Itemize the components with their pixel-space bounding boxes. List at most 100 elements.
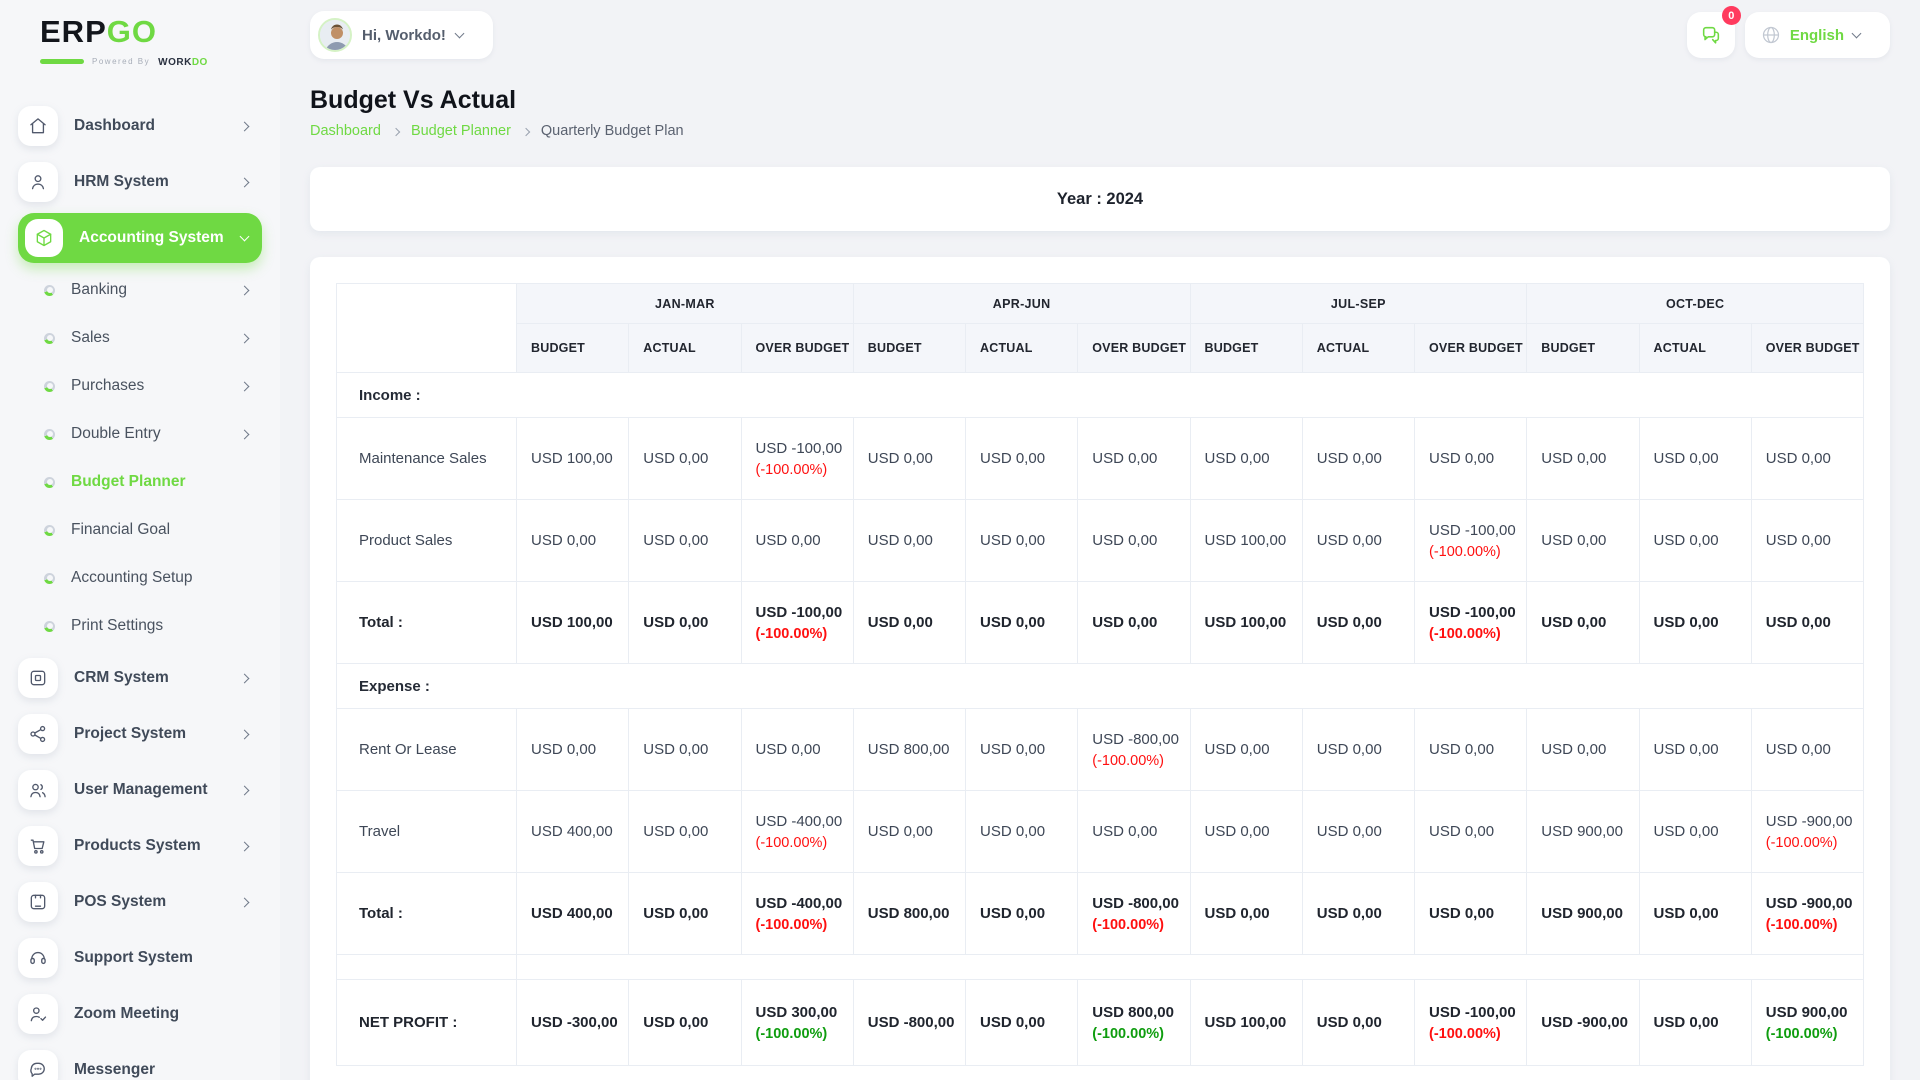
sidebar-item-label: Messenger [74, 1061, 155, 1078]
chevron-down-icon [454, 28, 465, 39]
sidebar-item-products-system[interactable]: Products System [18, 818, 262, 874]
user-menu[interactable]: Hi, Workdo! [310, 11, 493, 59]
table-row-total: Total : USD 400,00 USD 0,00 USD -400,00 (-10… [336, 872, 1865, 955]
value-cell: USD 0,00 [515, 499, 630, 582]
value-cell: USD -100,00 (-100.00%) [1413, 499, 1528, 582]
value-cell: USD -100,00 (-100.00%) [1413, 581, 1528, 664]
chevron-right-icon [239, 841, 250, 851]
value-cell: USD 0,00 [1750, 417, 1865, 500]
sidebar-item-dashboard[interactable]: Dashboard [18, 98, 262, 154]
value-cell: USD 0,00 [1189, 790, 1303, 873]
cell-amount: USD 0,00 [1541, 614, 1607, 631]
greeting-label: Hi, Workdo! [362, 26, 446, 44]
value-cell: USD 0,00 [964, 708, 1079, 791]
sidebar-item-print-settings[interactable]: Print Settings [18, 602, 262, 650]
sidebar-item-hrm-system[interactable]: HRM System [18, 154, 262, 210]
main-content: Hi, Workdo! 0 English Budget Vs Actual D… [280, 0, 1920, 1080]
cell-amount: USD -800,00 [867, 1014, 955, 1031]
column-header-jan-mar-budget: BUDGET [515, 323, 630, 373]
sidebar-nav: Dashboard HRM System Accounting System Bank… [18, 98, 262, 1080]
chevron-right-icon [239, 729, 250, 739]
sidebar-item-accounting-system[interactable]: Accounting System [18, 213, 262, 263]
cart-icon [18, 826, 58, 866]
cell-amount: USD 0,00 [1429, 823, 1495, 840]
breadcrumb-dashboard[interactable]: Dashboard [310, 123, 381, 139]
cell-amount: USD -800,00 [1092, 730, 1179, 748]
logo-underline [40, 58, 84, 64]
cell-amount: USD 100,00 [1204, 1014, 1287, 1031]
quarter-header-jul-sep: JUL-SEP [1189, 283, 1528, 324]
value-cell: USD 0,00 [1301, 499, 1416, 582]
cell-amount: USD 0,00 [867, 532, 933, 549]
cell-amount: USD 400,00 [531, 905, 613, 922]
cell-amount: USD -900,00 [1765, 894, 1853, 912]
value-cell: USD 0,00 [1638, 872, 1752, 955]
cell-amount: USD -800,00 [1092, 894, 1179, 912]
sidebar-item-sales[interactable]: Sales [18, 314, 262, 362]
cell-percent: (-100.00%) [755, 834, 828, 851]
value-cell: USD 0,00 [1077, 790, 1191, 873]
value-cell: USD 100,00 [1189, 979, 1303, 1066]
cell-amount: USD 0,00 [1765, 741, 1831, 758]
cell-amount: USD 0,00 [1429, 741, 1495, 758]
user-icon [18, 162, 58, 202]
sidebar-item-financial-goal[interactable]: Financial Goal [18, 506, 262, 554]
value-cell: USD 0,00 [964, 790, 1079, 873]
sidebar-item-support-system[interactable]: Support System [18, 930, 262, 986]
cell-percent: (-100.00%) [755, 461, 828, 478]
table-corner-cell [336, 283, 517, 373]
row-label: Maintenance Sales [336, 417, 517, 500]
column-header-oct-dec-budget: BUDGET [1526, 323, 1640, 373]
value-cell: USD 0,00 [1413, 790, 1528, 873]
value-cell: USD 0,00 [1189, 708, 1303, 791]
cell-amount: USD 0,00 [643, 532, 709, 549]
column-header-apr-jun-over-budget: OVER BUDGET [1077, 323, 1191, 373]
cell-amount: USD 0,00 [755, 532, 821, 549]
breadcrumb-budget-planner[interactable]: Budget Planner [410, 123, 511, 139]
cube-icon [25, 219, 63, 257]
table-row-maintenance-sales: Maintenance Sales USD 100,00 USD 0,00 USD -… [336, 417, 1865, 500]
value-cell: USD 0,00 [852, 790, 967, 873]
cell-amount: USD 0,00 [1316, 741, 1382, 758]
sidebar-item-messenger[interactable]: Messenger [18, 1042, 262, 1080]
sidebar-item-banking[interactable]: Banking [18, 266, 262, 314]
cell-amount: USD 0,00 [643, 741, 709, 758]
sidebar-item-zoom-meeting[interactable]: Zoom Meeting [18, 986, 262, 1042]
sidebar-item-accounting-setup[interactable]: Accounting Setup [18, 554, 262, 602]
cell-amount: USD 0,00 [1765, 450, 1831, 467]
sidebar-item-budget-planner[interactable]: Budget Planner [18, 458, 262, 506]
notifications-button[interactable]: 0 [1686, 6, 1741, 58]
cell-amount: USD 0,00 [980, 614, 1046, 631]
value-cell: USD 0,00 [1750, 708, 1865, 791]
value-cell: USD 0,00 [1077, 581, 1191, 664]
bullet-icon [44, 620, 55, 632]
sidebar-item-label: POS System [74, 893, 167, 910]
app-logo[interactable]: ERPGO Powered By WORKDO [18, 10, 262, 84]
sidebar-item-user-management[interactable]: User Management [18, 762, 262, 818]
cell-amount: USD 0,00 [1653, 1014, 1719, 1031]
sidebar-item-purchases[interactable]: Purchases [18, 362, 262, 410]
value-cell: USD 0,00 [628, 872, 742, 955]
cell-amount: USD 0,00 [1204, 741, 1270, 758]
sidebar-item-crm-system[interactable]: CRM System [18, 650, 262, 706]
year-label: Year : 2024 [1056, 189, 1144, 208]
chevron-right-icon [239, 381, 250, 391]
sidebar-item-double-entry[interactable]: Double Entry [18, 410, 262, 458]
sidebar-item-label: Purchases [71, 377, 145, 394]
sidebar-item-project-system[interactable]: Project System [18, 706, 262, 762]
value-cell: USD 0,00 [1301, 417, 1416, 500]
value-cell: USD 0,00 [740, 708, 854, 791]
cell-amount: USD 0,00 [1092, 450, 1158, 467]
breadcrumb-separator-icon [521, 127, 531, 136]
row-label: Rent Or Lease [336, 708, 517, 791]
cell-amount: USD -300,00 [531, 1014, 618, 1031]
sidebar-item-pos-system[interactable]: POS System [18, 874, 262, 930]
row-label: NET PROFIT : [336, 979, 517, 1066]
cell-amount: USD 900,00 [1765, 1003, 1848, 1021]
value-cell: USD 400,00 [515, 790, 630, 873]
logo-erp: ERP [40, 14, 107, 49]
cell-percent: (-100.00%) [755, 916, 828, 933]
language-selector[interactable]: English [1744, 12, 1890, 58]
value-cell: USD 800,00 [852, 708, 967, 791]
cell-percent: (-100.00%) [1429, 543, 1501, 560]
